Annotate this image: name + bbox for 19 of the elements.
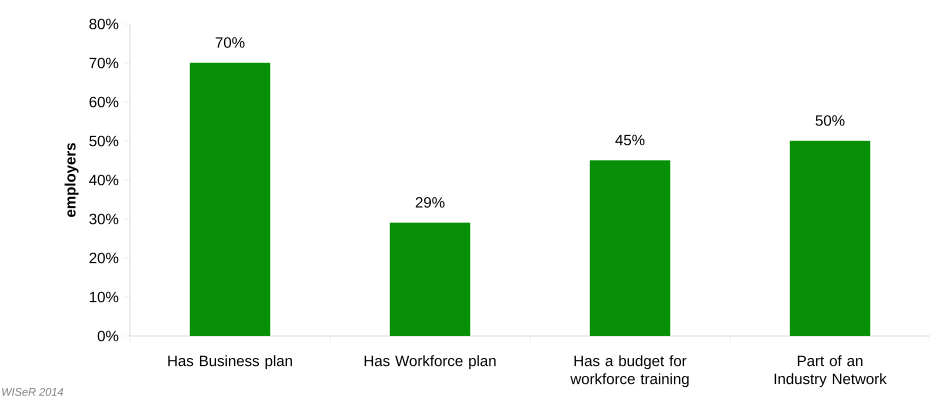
x-tick-label: Has Business plan [168, 355, 292, 370]
y-tick-label: 80% [89, 18, 118, 30]
y-tick-label: 30% [89, 214, 118, 224]
y-tick-label: 10% [90, 292, 118, 302]
x-tick-label: Has a budget for workforce training [570, 355, 689, 388]
y-tick-label: 20% [90, 252, 118, 264]
y-tick-label: 70% [90, 58, 118, 68]
y-axis-title: employers [64, 143, 79, 217]
x-tick-label: Part of an Industry Network [774, 355, 887, 388]
text: WISeR 2014 [2, 388, 64, 396]
y-tick-label: 0% [98, 330, 118, 342]
x-tick-label: Has Workforce plan [364, 355, 496, 370]
data-label: 45% [615, 134, 644, 146]
y-tick-label: 60% [90, 96, 118, 108]
data-label: 70% [216, 37, 244, 48]
y-tick-label: 40% [89, 174, 118, 186]
data-label: 50% [816, 115, 844, 126]
y-tick-label: 50% [89, 136, 118, 146]
data-label: 29% [416, 197, 444, 208]
